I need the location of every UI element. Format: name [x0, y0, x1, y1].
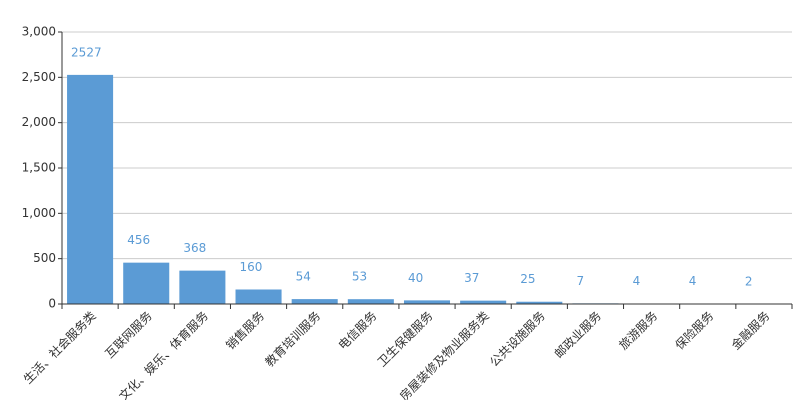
value-label: 160 [240, 260, 263, 274]
x-tick-label: 文化、娱乐、体育服务 [116, 308, 211, 400]
y-tick-label: 2,000 [22, 115, 56, 129]
x-tick-label: 邮政业服务 [551, 308, 604, 361]
value-label: 2 [745, 274, 753, 288]
bar [460, 300, 507, 304]
value-label: 2527 [71, 45, 102, 59]
value-label: 40 [408, 271, 423, 285]
value-label: 25 [520, 272, 535, 286]
x-tick-label: 公共设施服务 [486, 308, 548, 370]
value-label: 4 [633, 274, 641, 288]
value-label: 37 [464, 271, 479, 285]
x-tick-label: 生活、社会服务类 [20, 308, 98, 386]
y-tick-label: 2,500 [22, 70, 56, 84]
x-tick-label: 卫生保健服务 [374, 308, 436, 370]
value-label: 456 [127, 233, 150, 247]
y-tick-label: 1,000 [22, 206, 56, 220]
x-tick-label: 销售服务 [223, 308, 268, 353]
x-tick-label: 旅游服务 [616, 308, 661, 353]
value-label: 7 [576, 274, 584, 288]
x-tick-label: 教育培训服务 [262, 308, 324, 370]
bar [516, 301, 563, 304]
value-label: 54 [296, 270, 311, 284]
value-label: 4 [689, 274, 697, 288]
x-tick-label: 保险服务 [672, 308, 717, 353]
x-tick-label: 房屋装修及物业服务类 [396, 308, 491, 400]
bar [179, 270, 226, 304]
y-tick-label: 3,000 [22, 25, 56, 39]
value-label: 53 [352, 270, 367, 284]
bar [235, 289, 282, 304]
y-tick-label: 500 [33, 251, 56, 265]
y-tick-label: 1,500 [22, 161, 56, 175]
x-tick-label: 金融服务 [728, 308, 773, 353]
bar [291, 299, 338, 304]
bar [347, 299, 394, 304]
bar [403, 300, 451, 304]
y-tick-label: 0 [48, 297, 56, 311]
value-label: 368 [183, 241, 206, 255]
bar [123, 262, 170, 304]
x-tick-label: 电信服务 [335, 308, 380, 353]
bar [67, 74, 114, 304]
x-tick-label: 互联网服务 [102, 308, 155, 361]
